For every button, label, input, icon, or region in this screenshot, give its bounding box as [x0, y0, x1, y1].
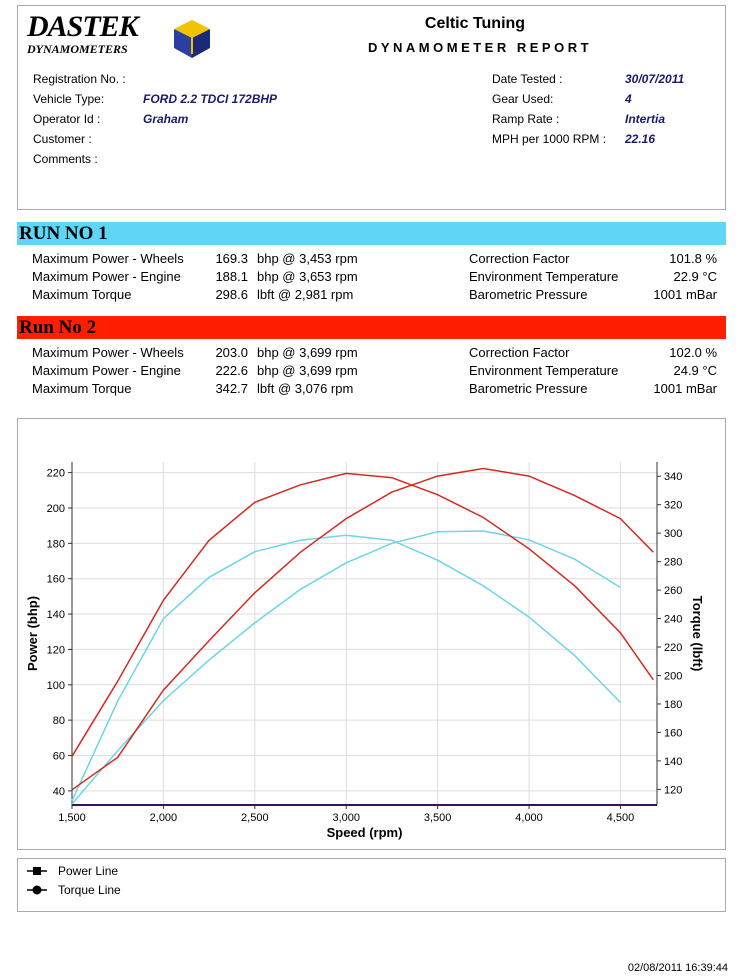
x-tick-label: 2,500 — [241, 812, 269, 824]
run-value: 222.6 — [215, 363, 248, 378]
y-tick-label: 140 — [47, 609, 65, 621]
info-value: Graham — [143, 112, 189, 126]
legend-item: Torque Line — [58, 883, 121, 897]
x-axis-label: Speed (rpm) — [327, 825, 403, 840]
header-box — [17, 5, 726, 210]
run-label: Maximum Torque — [32, 381, 132, 396]
env-label: Barometric Pressure — [469, 287, 588, 302]
y-tick-label: 180 — [47, 538, 65, 550]
run-label: Maximum Torque — [32, 287, 132, 302]
run-value: 203.0 — [215, 345, 248, 360]
info-value: Intertia — [625, 112, 666, 126]
footer: 02/08/2011 16:39:44 — [627, 962, 728, 974]
run-unit: bhp @ 3,453 rpm — [257, 251, 358, 266]
y-tick-label: 200 — [47, 503, 65, 515]
env-label: Environment Temperature — [469, 269, 619, 284]
x-tick-label: 4,000 — [515, 812, 543, 824]
y-tick-label: 120 — [47, 644, 65, 656]
info-label: Ramp Rate : — [492, 112, 560, 126]
legend-box — [17, 858, 726, 912]
y-tick-label: 100 — [47, 680, 65, 692]
run-value: 188.1 — [215, 269, 248, 284]
y-tick-label: 60 — [53, 750, 65, 762]
info-label: Operator Id : — [33, 112, 101, 126]
env-label: Barometric Pressure — [469, 381, 588, 396]
run-unit: lbft @ 2,981 rpm — [257, 287, 354, 302]
y2-tick-label: 320 — [664, 500, 682, 512]
info-label: Registration No. : — [33, 72, 126, 86]
env-value: 1001 mBar — [653, 287, 717, 302]
series-line — [71, 534, 621, 802]
chart: 1,500 2,000 2,500 3,000 3,500 4,000 4,500 40 60 8… — [25, 462, 705, 840]
run-value: 298.6 — [215, 287, 248, 302]
y2-tick-label: 300 — [664, 528, 682, 540]
run-label: Maximum Power - Engine — [32, 269, 181, 284]
logo-icon — [174, 20, 210, 58]
report-title: Celtic Tuning — [424, 15, 526, 32]
y-tick-label: 160 — [47, 574, 65, 586]
env-label: Correction Factor — [469, 345, 570, 360]
info-label: MPH per 1000 RPM : — [492, 132, 607, 146]
info-label: Gear Used: — [492, 92, 554, 106]
x-tick-label: 2,000 — [150, 812, 178, 824]
info-value: 22.16 — [625, 132, 656, 146]
run-unit: lbft @ 3,076 rpm — [257, 381, 354, 396]
run-title: Run No 2 — [17, 316, 726, 339]
logo-sub: DYNAMOMETERS — [27, 42, 128, 56]
run-unit: bhp @ 3,699 rpm — [257, 363, 358, 378]
env-label: Environment Temperature — [469, 363, 619, 378]
legend-symbols — [27, 867, 47, 895]
y2-tick-label: 240 — [664, 614, 682, 626]
y2-tick-label: 140 — [664, 756, 682, 768]
env-value: 1001 mBar — [653, 381, 717, 396]
y2-tick-label: 180 — [664, 699, 682, 711]
env-value: 101.8 % — [669, 251, 717, 266]
x-tick-label: 3,500 — [424, 812, 452, 824]
report-subtitle: DYNAMOMETER REPORT — [367, 40, 593, 55]
info-value: 4 — [625, 92, 632, 106]
env-value: 22.9 °C — [673, 269, 717, 284]
y2-tick-label: 220 — [664, 642, 682, 654]
run-label: Maximum Power - Engine — [32, 363, 181, 378]
y2-tick-label: 340 — [664, 471, 682, 483]
info-value: 30/07/2011 — [625, 72, 685, 86]
y2-tick-label: 280 — [664, 557, 682, 569]
series-line — [71, 472, 654, 757]
y-axis-label: Power (bhp) — [25, 596, 40, 671]
run-title: RUN NO 1 — [17, 222, 726, 245]
x-tick-label: 4,500 — [607, 812, 635, 824]
info-value: FORD 2.2 TDCI 172BHP — [143, 92, 278, 106]
x-tick-label: 1,500 — [58, 812, 86, 824]
logo: DASTEK — [27, 10, 139, 43]
legend-item: Power Line — [58, 864, 119, 878]
series-line — [71, 467, 654, 791]
run-unit: bhp @ 3,653 rpm — [257, 269, 358, 284]
run-unit: bhp @ 3,699 rpm — [257, 345, 358, 360]
info-label: Comments : — [33, 152, 98, 166]
y2-tick-label: 160 — [664, 727, 682, 739]
env-value: 24.9 °C — [673, 363, 717, 378]
series-line — [71, 530, 621, 805]
y-tick-label: 40 — [53, 786, 65, 798]
info-label: Customer : — [33, 132, 92, 146]
y2-tick-label: 200 — [664, 670, 682, 682]
y-tick-label: 80 — [53, 715, 65, 727]
run-label: Maximum Power - Wheels — [32, 345, 184, 360]
env-value: 102.0 % — [669, 345, 717, 360]
y-tick-label: 220 — [47, 468, 65, 480]
y2-tick-label: 260 — [664, 585, 682, 597]
y2-axis-label: Torque (lbft) — [690, 596, 705, 672]
run-value: 169.3 — [215, 251, 248, 266]
run-value: 342.7 — [215, 381, 248, 396]
info-label: Vehicle Type: — [33, 92, 105, 106]
run-label: Maximum Power - Wheels — [32, 251, 184, 266]
chart-box — [17, 418, 726, 850]
y2-tick-label: 120 — [664, 784, 682, 796]
info-label: Date Tested : — [492, 72, 563, 86]
env-label: Correction Factor — [469, 251, 570, 266]
x-tick-label: 3,000 — [332, 812, 360, 824]
